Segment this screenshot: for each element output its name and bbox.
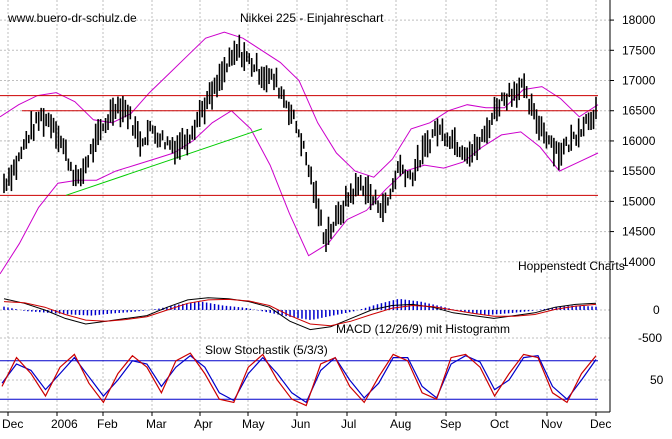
- x-tick-label: Sep: [440, 417, 462, 431]
- source-label: www.buero-dr-schulz.de: [7, 11, 137, 25]
- x-tick-label: Apr: [194, 417, 213, 431]
- green-trend-line: [65, 128, 263, 196]
- right-axis-area: [610, 0, 672, 439]
- y-tick-label: 16000: [622, 134, 656, 148]
- macd-line: [3, 297, 597, 331]
- y-tick-label: 14000: [622, 255, 656, 269]
- x-tick-label: Aug: [390, 417, 411, 431]
- x-tick-label: May: [242, 417, 265, 431]
- trend-line: [65, 128, 263, 196]
- stochastic-d-line: [1, 354, 597, 404]
- price-series: [3, 34, 597, 253]
- x-tick-label: Mar: [146, 417, 167, 431]
- x-tick-label: Dec: [590, 417, 611, 431]
- macd-signal-line: [3, 298, 597, 327]
- y-tick-label: 17500: [622, 43, 656, 57]
- stochastic-tick-label: 50: [650, 373, 664, 387]
- credit-label: Hoppenstedt Charts: [518, 259, 625, 273]
- grid-lines: [0, 0, 610, 412]
- labels: www.buero-dr-schulz.de Nikkei 225 - Einja…: [7, 11, 625, 357]
- macd-label: MACD (12/26/9) mit Histogramm: [336, 322, 510, 336]
- bollinger-lower: [0, 110, 599, 275]
- stochastic-panel: [0, 352, 610, 407]
- x-tick-label: Dec: [2, 417, 23, 431]
- bollinger-upper: [0, 31, 599, 178]
- macd-tick-label: -500: [638, 331, 662, 345]
- y-tick-label: 15500: [622, 164, 656, 178]
- x-tick-label: Nov: [541, 417, 562, 431]
- y-tick-label: 15000: [622, 194, 656, 208]
- stochastic-k-line: [1, 352, 597, 407]
- x-tick-label: 2006: [51, 417, 78, 431]
- macd-panel: [0, 297, 610, 339]
- y-tick-label: 18000: [622, 13, 656, 27]
- stochastic-label: Slow Stochastik (5/3/3): [205, 343, 328, 357]
- bollinger-bands: [0, 31, 599, 275]
- x-tick-label: Feb: [97, 417, 118, 431]
- x-tick-label: Oct: [490, 417, 509, 431]
- chart-title: Nikkei 225 - Einjahreschart: [240, 11, 384, 25]
- x-tick-label: Jul: [341, 417, 356, 431]
- axes: Dec 2006 Feb Mar Apr May Jun Jul Aug Sep Oct Nov Dec…: [0, 0, 664, 431]
- macd-tick-label: 0: [653, 303, 660, 317]
- x-tick-label: Jun: [291, 417, 310, 431]
- y-tick-label: 17000: [622, 74, 656, 88]
- y-tick-label: 16500: [622, 104, 656, 118]
- y-tick-label: 14500: [622, 225, 656, 239]
